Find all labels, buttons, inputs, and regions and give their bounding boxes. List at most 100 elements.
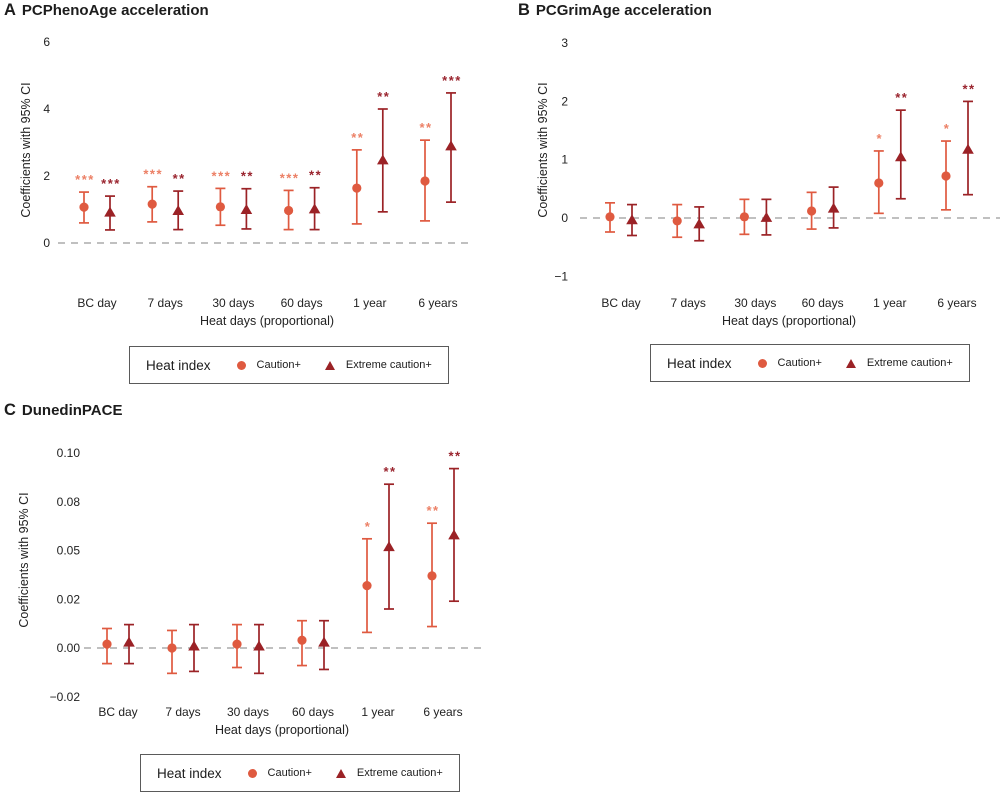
- ci-group-extreme: ***: [442, 73, 460, 203]
- legend-item-label: Extreme caution+: [866, 357, 953, 369]
- legend-heat-index: Heat index Caution+ Extreme caution+: [650, 344, 970, 382]
- y-tick-label: −0.02: [50, 690, 81, 704]
- x-tick-label: 6 years: [418, 296, 457, 310]
- point-extreme-triangle: [188, 640, 200, 651]
- ci-group-extreme: [123, 623, 135, 665]
- y-tick-label: 3: [561, 36, 568, 50]
- extreme-caution-triangle-icon: [845, 358, 856, 368]
- ci-group-extreme: [693, 206, 705, 242]
- y-tick-label: 0.08: [57, 495, 81, 509]
- legend-item-label: Caution+: [256, 359, 301, 371]
- caution-circle-icon: [757, 358, 767, 368]
- x-tick-label: 30 days: [734, 296, 776, 310]
- y-axis-title: Coefficients with 95% CI: [19, 82, 33, 217]
- significance-stars: **: [377, 89, 390, 104]
- significance-stars: *: [877, 131, 884, 146]
- ci-group-extreme: [760, 198, 773, 236]
- legend-heat-index: Heat index Caution+ Extreme caution+: [140, 754, 460, 792]
- point-caution-circle: [284, 205, 294, 216]
- ci-group-extreme: **: [308, 168, 322, 231]
- panel-dunedinpace: C DunedinPACE Coefficients with 95% CI −0…: [0, 400, 500, 797]
- ci-group-caution: *: [873, 131, 884, 215]
- x-tick-label: 30 days: [227, 705, 269, 719]
- significance-stars: ***: [212, 168, 232, 183]
- panel-letter: C: [4, 401, 16, 419]
- y-tick-label: 2: [43, 169, 50, 183]
- ci-group-caution: [102, 627, 112, 665]
- coefficient-plot: Coefficients with 95% CI 0 2 4 6 BC day 7 days…: [19, 35, 472, 328]
- legend-item-caution: Caution+: [757, 357, 822, 369]
- panel-letter: A: [4, 1, 16, 19]
- ci-group-caution: [672, 203, 683, 239]
- ci-group-extreme: **: [383, 464, 395, 610]
- significance-stars: **: [173, 171, 186, 186]
- ci-group-caution: **: [419, 120, 431, 222]
- point-extreme-triangle: [962, 143, 974, 154]
- x-tick-label: 7 days: [165, 705, 200, 719]
- x-axis-title: Heat days (proportional): [215, 723, 349, 737]
- significance-stars: ***: [143, 167, 163, 182]
- point-caution-circle: [672, 216, 682, 226]
- ci-group-extreme: [827, 186, 840, 229]
- legend-item-caution: Caution+: [247, 767, 312, 779]
- ci-group-caution: *: [941, 121, 951, 211]
- point-caution-circle: [807, 206, 817, 216]
- panel-title-text: PCPhenoAge acceleration: [21, 2, 209, 19]
- y-tick-label: 0.00: [57, 641, 81, 655]
- legend-item-extreme-caution: Extreme caution+: [335, 767, 443, 779]
- ci-group-caution: [232, 623, 242, 669]
- panel-title-text: DunedinPACE: [21, 402, 123, 419]
- x-tick-label: 1 year: [361, 705, 394, 719]
- coefficient-plot: Coefficients with 95% CI −0.02 0.00 0.02 0.0…: [17, 446, 484, 737]
- x-axis-title: Heat days (proportional): [200, 314, 334, 328]
- point-caution-circle: [427, 571, 437, 581]
- ci-group-caution: ***: [212, 168, 232, 227]
- point-extreme-triangle: [760, 211, 773, 222]
- legend-item-label: Caution+: [777, 357, 822, 369]
- legend-item-label: Caution+: [267, 767, 312, 779]
- point-extreme-triangle: [377, 154, 389, 165]
- point-extreme-triangle: [448, 529, 460, 540]
- y-tick-label: 0.05: [57, 544, 81, 558]
- point-extreme-triangle: [318, 636, 330, 647]
- ci-group-caution: [739, 198, 750, 236]
- point-extreme-triangle: [253, 640, 265, 651]
- significance-stars: ***: [101, 176, 121, 191]
- point-caution-circle: [352, 183, 362, 193]
- panel-pcgrimage: B PCGrimAge acceleration Coefficients wi…: [500, 0, 1000, 400]
- x-tick-label: 60 days: [802, 296, 844, 310]
- ci-group-caution: [806, 191, 817, 230]
- y-tick-label: 4: [43, 102, 50, 116]
- significance-stars: **: [241, 169, 254, 184]
- ci-group-extreme: **: [377, 89, 390, 213]
- x-tick-label: BC day: [77, 296, 116, 310]
- significance-stars: **: [309, 168, 322, 183]
- y-tick-label: 6: [43, 35, 50, 49]
- caution-circle-icon: [247, 768, 257, 778]
- ci-group-caution: *: [362, 519, 372, 634]
- point-caution-circle: [874, 178, 884, 188]
- legend-title: Heat index: [667, 355, 732, 371]
- y-tick-label: 0: [43, 236, 50, 250]
- significance-stars: *: [365, 519, 372, 534]
- ci-group-extreme: [318, 619, 330, 671]
- ci-group-extreme: [253, 623, 265, 675]
- y-tick-label: 0.02: [57, 592, 81, 606]
- significance-stars: **: [962, 81, 975, 96]
- coefficient-plot: Coefficients with 95% CI −1 0 1 2 3 BC day 7 da…: [536, 36, 1000, 328]
- ci-group-extreme: **: [240, 169, 254, 230]
- ci-group-extreme: **: [448, 449, 460, 603]
- x-tick-label: BC day: [98, 705, 137, 719]
- y-tick-label: 2: [561, 94, 568, 108]
- y-tick-label: −1: [554, 269, 568, 283]
- legend-item-label: Extreme caution+: [356, 767, 443, 779]
- ci-group-caution: ***: [143, 167, 163, 223]
- point-extreme-triangle: [895, 151, 907, 162]
- caution-circle-icon: [236, 360, 246, 370]
- x-tick-label: 60 days: [292, 705, 334, 719]
- x-tick-label: 1 year: [873, 296, 906, 310]
- point-caution-circle: [102, 639, 112, 649]
- panel-title: C DunedinPACE: [4, 401, 122, 420]
- ci-group-extreme: **: [172, 171, 186, 231]
